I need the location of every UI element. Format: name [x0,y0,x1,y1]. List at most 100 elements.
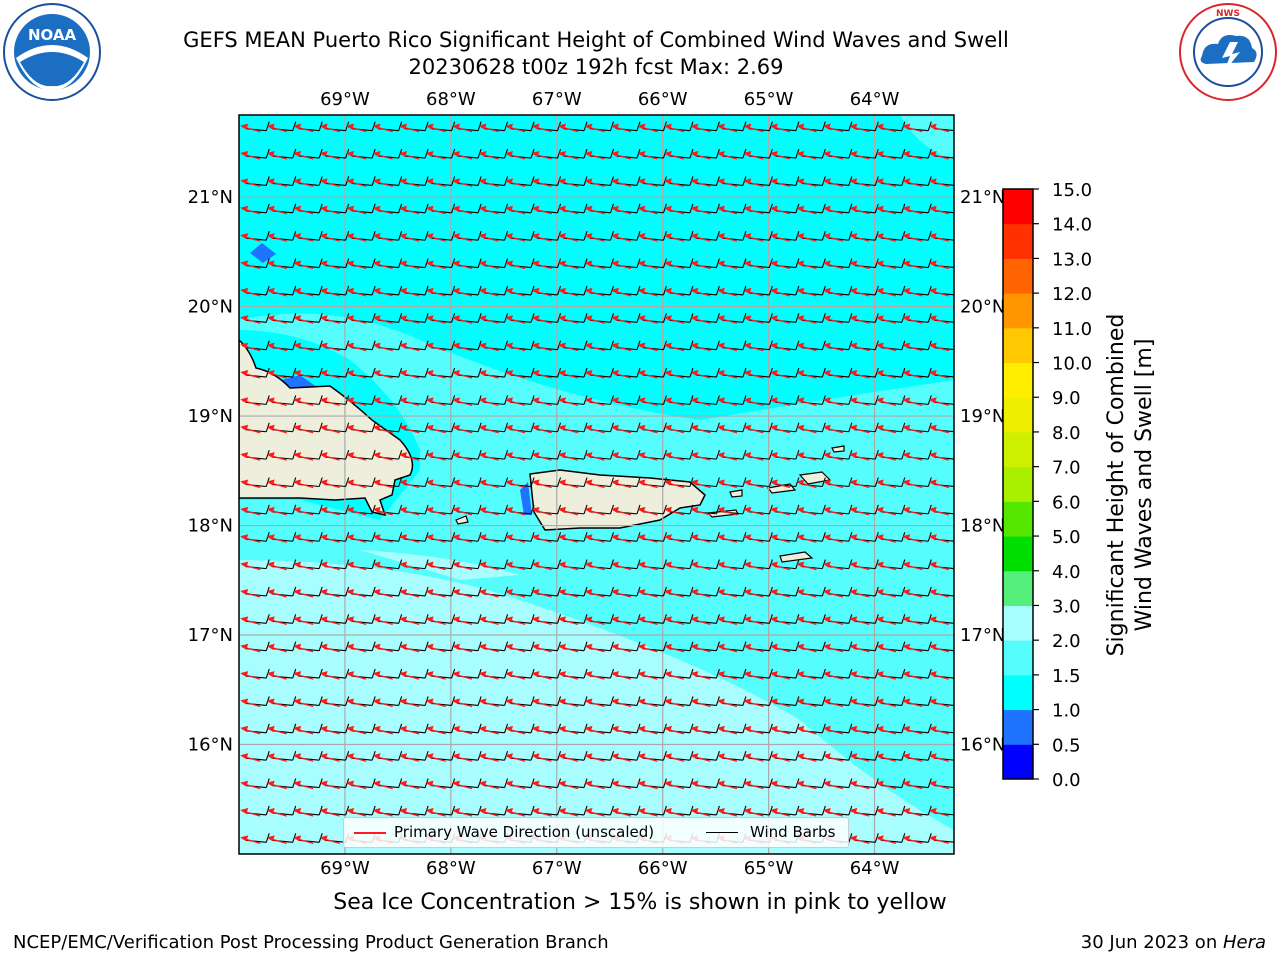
wave-arrow-head [478,671,487,678]
map-frame [238,114,955,855]
wave-arrow-head [558,151,567,158]
wave-arrow-head [849,452,858,459]
sea-ice-caption: Sea Ice Concentration > 15% is shown in … [333,890,947,915]
lat-tick-left: 16°N [188,735,233,756]
wave-arrow-head [584,287,593,294]
wave-arrow-head [293,151,302,158]
wave-arrow-head [928,342,937,349]
wave-arrow-head [928,370,937,377]
wave-arrow-head [875,342,884,349]
colorbar-segment [1003,223,1033,259]
wave-arrow-head [319,123,328,130]
wave-arrow-head [637,370,646,377]
wave-arrow-head [425,506,434,513]
wave-arrow-head [240,452,249,459]
wave-arrow-head [822,424,831,431]
lon-tick-bottom: 65°W [744,858,794,879]
wave-arrow-head [690,725,699,732]
colorbar-segment [1003,327,1033,364]
wave-arrow-head [928,123,937,130]
wave-arrow-head [240,780,249,787]
wave-arrow-head [346,698,355,705]
wave-arrow-head [399,807,408,814]
wave-arrow-head [796,534,805,541]
wave-arrow-head [822,807,831,814]
wave-arrow-head [399,123,408,130]
wave-arrow-head [769,370,778,377]
wave-arrow-head [478,588,487,595]
wave-arrow-head [610,260,619,267]
wave-arrow-head [902,151,911,158]
wave-arrow-head [372,807,381,814]
wave-arrow-head [478,315,487,322]
wave-arrow-head [610,643,619,650]
wave-arrow-head [743,753,752,760]
wave-arrow-head [399,233,408,240]
wave-arrow-head [505,753,514,760]
wave-arrow-head [902,260,911,267]
wave-arrow-head [346,616,355,623]
wave-arrow-head [399,725,408,732]
colorbar-tick-label: 14.0 [1052,215,1092,236]
colorbar-segment [1003,466,1033,502]
wave-arrow-head [293,123,302,130]
wave-arrow-head [849,588,858,595]
wave-arrow-head [399,534,408,541]
wave-arrow-head [372,233,381,240]
colorbar-segment [1003,570,1033,606]
footer-date-text: 30 Jun 2023 on [1080,932,1223,953]
wave-arrow-head [637,452,646,459]
wave-arrow-head [637,780,646,787]
wave-arrow-head [822,315,831,322]
wave-arrow-head [928,753,937,760]
wave-arrow-head [610,151,619,158]
wave-arrow-head [240,534,249,541]
wave-arrow-head [822,561,831,568]
wave-arrow-head [716,534,725,541]
wave-arrow-head [531,506,540,513]
wave-arrow-head [584,506,593,513]
wave-arrow-head [452,479,461,486]
wave-arrow-head [796,424,805,431]
colorbar-tick-label: 15.0 [1052,180,1092,201]
wave-arrow-head [849,342,858,349]
wave-arrow-head [716,315,725,322]
wave-arrow-head [240,835,249,842]
wave-arrow-head [584,123,593,130]
wave-arrow-head [478,698,487,705]
wave-arrow-head [690,123,699,130]
wave-arrow-head [902,698,911,705]
wave-arrow-head [452,424,461,431]
wave-arrow-head [505,534,514,541]
wave-arrow-head [690,260,699,267]
wave-arrow-head [716,725,725,732]
wave-arrow-head [531,205,540,212]
wave-arrow-head [610,616,619,623]
wave-arrow-head [531,178,540,185]
wave-arrow-head [822,370,831,377]
wave-arrow-head [849,616,858,623]
wave-arrow-head [610,452,619,459]
graticule [239,115,954,854]
wave-arrow-head [690,233,699,240]
wave-arrow-head [822,588,831,595]
colorbar-segment [1003,674,1033,711]
wave-arrow-head [531,616,540,623]
wave-arrow-head [346,123,355,130]
wave-arrow-head [372,780,381,787]
wave-arrow-head [372,123,381,130]
wave-arrow-head [663,151,672,158]
wave-arrow-head [769,151,778,158]
wave-arrow-head [452,123,461,130]
colorbar-tick-label: 1.5 [1052,666,1081,687]
wave-arrow-head [690,780,699,787]
wave-arrow-head [610,671,619,678]
wave-arrow-head [743,534,752,541]
wave-arrow-head [743,123,752,130]
wave-arrow-head [319,671,328,678]
wave-arrow-head [663,123,672,130]
wave-arrow-head [796,780,805,787]
wave-arrow-head [478,561,487,568]
wave-arrow-head [346,725,355,732]
colorbar-segment [1003,189,1033,225]
